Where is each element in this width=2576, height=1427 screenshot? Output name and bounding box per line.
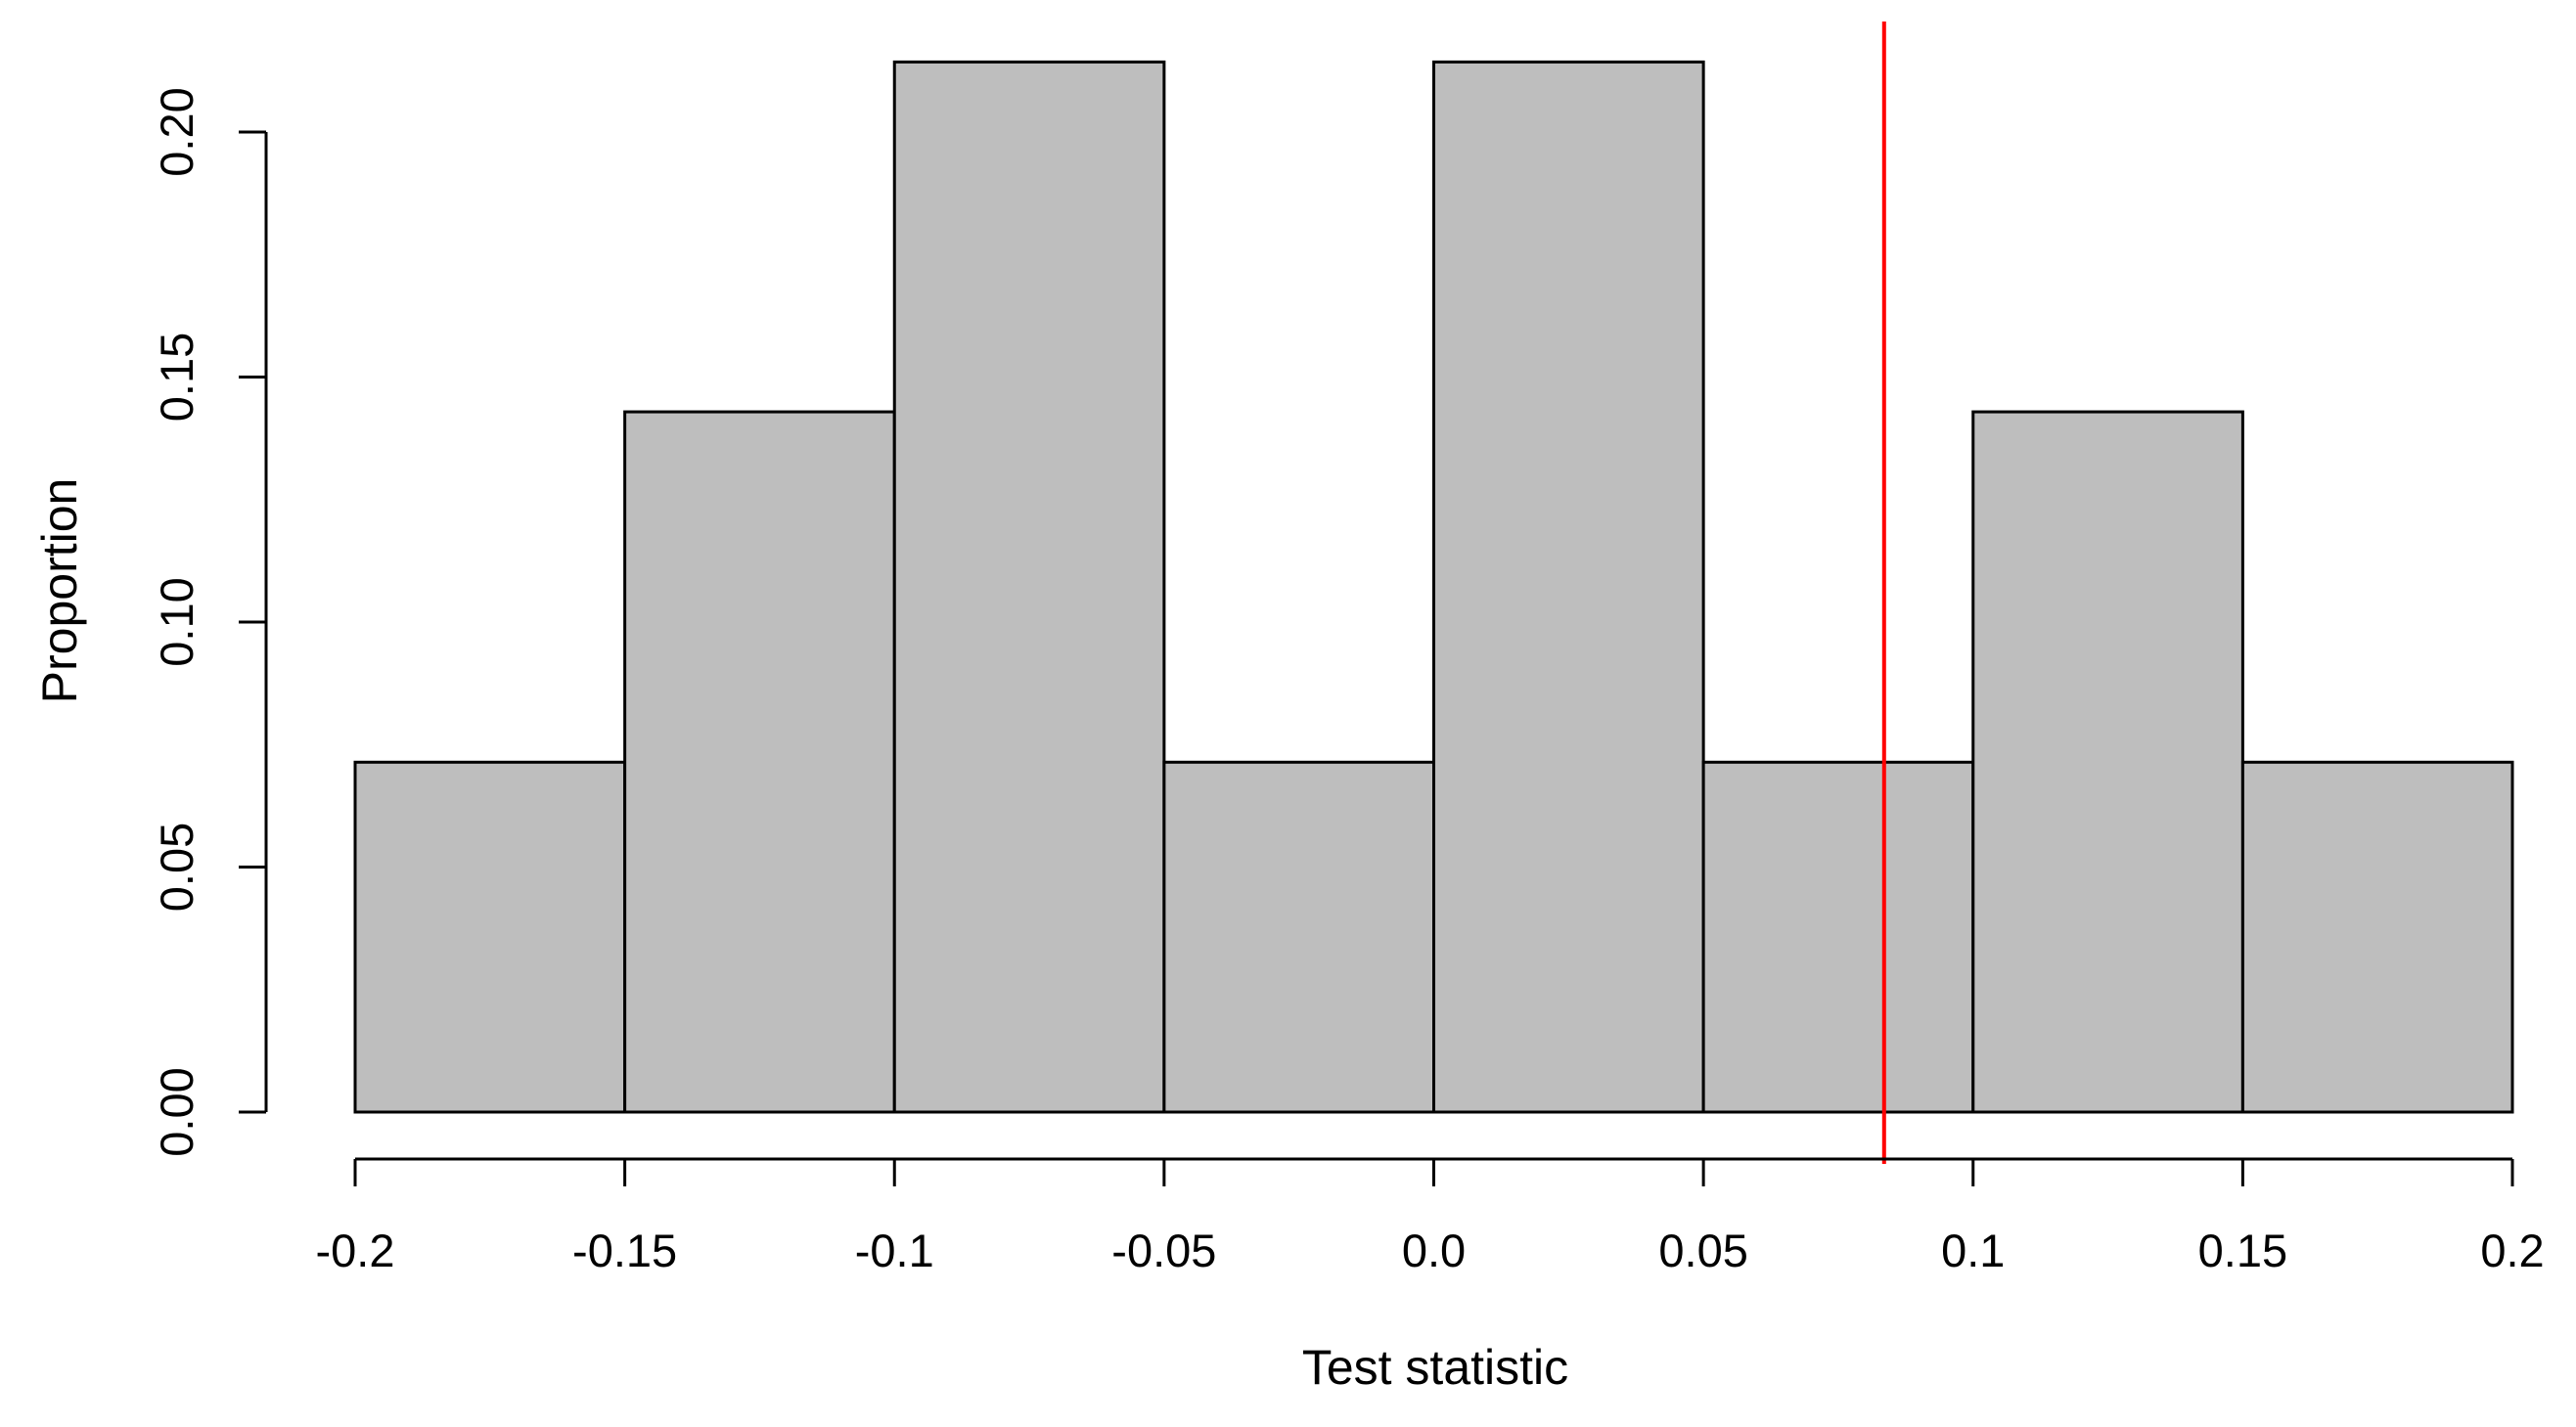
x-tick-label-2: -0.1 — [855, 1225, 934, 1276]
y-tick-label-0: 0.00 — [151, 1067, 203, 1156]
x-tick-label-4: 0.0 — [1402, 1225, 1466, 1276]
y-axis: 0.00 0.05 0.10 0.15 0.20 — [151, 87, 268, 1157]
x-tick-label-3: -0.05 — [1111, 1225, 1216, 1276]
histogram-bar-7 — [2240, 760, 2514, 1114]
histogram-bars — [353, 60, 2514, 1114]
x-axis-title: Test statistic — [1302, 1340, 1568, 1395]
x-tick-label-7: 0.15 — [2198, 1225, 2287, 1276]
x-tick-label-6: 0.1 — [1941, 1225, 2005, 1276]
histogram-bar-3 — [1162, 760, 1435, 1114]
histogram-bar-0 — [353, 760, 627, 1114]
histogram-bar-6 — [1971, 410, 2244, 1114]
x-axis: -0.2 -0.15 -0.1 -0.05 0.0 0.05 0.1 0.15 0.2 — [316, 1157, 2545, 1276]
histogram-bar-5 — [1701, 760, 1975, 1114]
y-tick-label-1: 0.05 — [151, 823, 203, 912]
histogram-bar-1 — [623, 410, 896, 1114]
histogram-bar-2 — [892, 60, 1166, 1114]
x-tick-label-0: -0.2 — [316, 1225, 395, 1276]
y-tick-label-4: 0.20 — [151, 87, 203, 176]
y-tick-label-3: 0.15 — [151, 333, 203, 422]
x-tick-label-1: -0.15 — [572, 1225, 677, 1276]
histogram-bar-4 — [1432, 60, 1705, 1114]
x-tick-label-8: 0.2 — [2480, 1225, 2544, 1276]
x-tick-label-5: 0.05 — [1658, 1225, 1747, 1276]
y-tick-label-2: 0.10 — [151, 577, 203, 666]
y-axis-title: Proportion — [32, 478, 87, 704]
